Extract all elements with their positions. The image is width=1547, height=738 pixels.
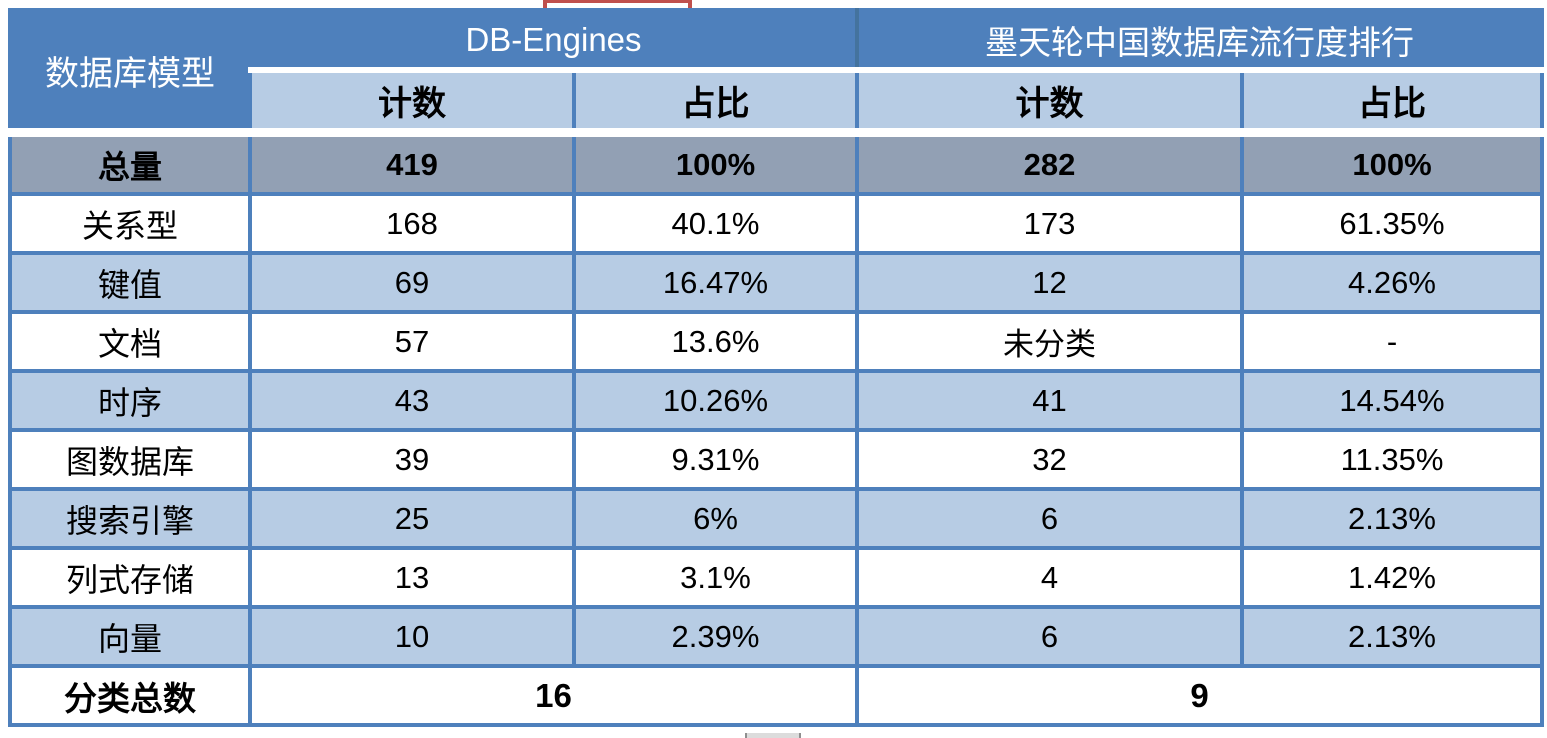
row-label: 搜索引擎 xyxy=(8,487,252,550)
cell-mt-share: 2.13% xyxy=(1240,605,1544,668)
cell-db-share: 6% xyxy=(572,487,859,550)
table-row-document: 文档 57 13.6% 未分类 - xyxy=(8,310,1544,373)
cell-mt-category-total: 9 xyxy=(855,664,1544,727)
table-row-vector: 向量 10 2.39% 6 2.13% xyxy=(8,605,1544,668)
cell-db-count: 419 xyxy=(248,130,576,196)
cell-mt-count: 41 xyxy=(855,369,1244,432)
group-header-row: 数据库模型 DB-Engines 墨天轮中国数据库流行度排行 xyxy=(8,8,1544,137)
cell-db-share: 13.6% xyxy=(572,310,859,373)
cell-db-share: 10.26% xyxy=(572,369,859,432)
bottom-cropped-gray-mark xyxy=(745,733,801,738)
row-label: 列式存储 xyxy=(8,546,252,609)
cell-mt-count: 12 xyxy=(855,251,1244,314)
cell-db-count: 57 xyxy=(248,310,576,373)
cell-mt-share: 61.35% xyxy=(1240,192,1544,255)
table-row-total: 总量 419 100% 282 100% xyxy=(8,130,1544,196)
red-mark-left-tick xyxy=(543,0,547,8)
cell-db-share: 100% xyxy=(572,130,859,196)
cell-db-share: 40.1% xyxy=(572,192,859,255)
table-row-key-value: 键值 69 16.47% 12 4.26% xyxy=(8,251,1544,314)
database-models-comparison-table: 数据库模型 DB-Engines 墨天轮中国数据库流行度排行 计数 占比 计数 … xyxy=(8,8,1544,727)
cell-mt-share: 4.26% xyxy=(1240,251,1544,314)
cell-db-count: 168 xyxy=(248,192,576,255)
cell-db-share: 2.39% xyxy=(572,605,859,668)
row-label: 时序 xyxy=(8,369,252,432)
cell-mt-share: 11.35% xyxy=(1240,428,1544,491)
row-label: 图数据库 xyxy=(8,428,252,491)
cell-mt-count: 282 xyxy=(855,130,1244,196)
cell-mt-share: 14.54% xyxy=(1240,369,1544,432)
cell-mt-count: 6 xyxy=(855,487,1244,550)
row-label: 关系型 xyxy=(8,192,252,255)
table-row-search-engine: 搜索引擎 25 6% 6 2.13% xyxy=(8,487,1544,550)
table-row-category-totals: 分类总数 16 9 xyxy=(8,664,1544,727)
row-label: 总量 xyxy=(8,130,252,196)
cell-db-count: 69 xyxy=(248,251,576,314)
cell-db-share: 3.1% xyxy=(572,546,859,609)
cell-db-count: 25 xyxy=(248,487,576,550)
cell-mt-share: 2.13% xyxy=(1240,487,1544,550)
cell-mt-count: 未分类 xyxy=(855,310,1244,373)
row-label: 文档 xyxy=(8,310,252,373)
cell-db-share: 16.47% xyxy=(572,251,859,314)
cell-db-count: 39 xyxy=(248,428,576,491)
cell-mt-share: - xyxy=(1240,310,1544,373)
table-row-columnar: 列式存储 13 3.1% 4 1.42% xyxy=(8,546,1544,609)
subheader-mt-count: 计数 xyxy=(855,68,1244,137)
top-cropped-red-mark xyxy=(543,0,692,8)
cell-db-count: 10 xyxy=(248,605,576,668)
cell-mt-count: 4 xyxy=(855,546,1244,609)
row-label: 键值 xyxy=(8,251,252,314)
cell-db-share: 9.31% xyxy=(572,428,859,491)
cell-db-category-total: 16 xyxy=(248,664,859,727)
red-mark-right-tick xyxy=(688,0,692,8)
subheader-db-share: 占比 xyxy=(572,68,859,137)
cell-db-count: 13 xyxy=(248,546,576,609)
table-row-graph: 图数据库 39 9.31% 32 11.35% xyxy=(8,428,1544,491)
cell-db-count: 43 xyxy=(248,369,576,432)
group-header-motianlun: 墨天轮中国数据库流行度排行 xyxy=(855,8,1544,73)
subheader-mt-share: 占比 xyxy=(1240,68,1544,137)
subheader-db-count: 计数 xyxy=(248,68,576,137)
cell-mt-share: 100% xyxy=(1240,130,1544,196)
cell-mt-count: 32 xyxy=(855,428,1244,491)
cell-mt-count: 173 xyxy=(855,192,1244,255)
row-label: 向量 xyxy=(8,605,252,668)
table-row-time-series: 时序 43 10.26% 41 14.54% xyxy=(8,369,1544,432)
corner-header-database-model: 数据库模型 xyxy=(8,8,252,137)
sub-header-row: 计数 占比 计数 占比 xyxy=(10,68,1544,137)
group-header-db-engines: DB-Engines xyxy=(248,8,859,73)
table-row-relational: 关系型 168 40.1% 173 61.35% xyxy=(8,192,1544,255)
row-label: 分类总数 xyxy=(8,664,252,727)
cell-mt-share: 1.42% xyxy=(1240,546,1544,609)
cell-mt-count: 6 xyxy=(855,605,1244,668)
